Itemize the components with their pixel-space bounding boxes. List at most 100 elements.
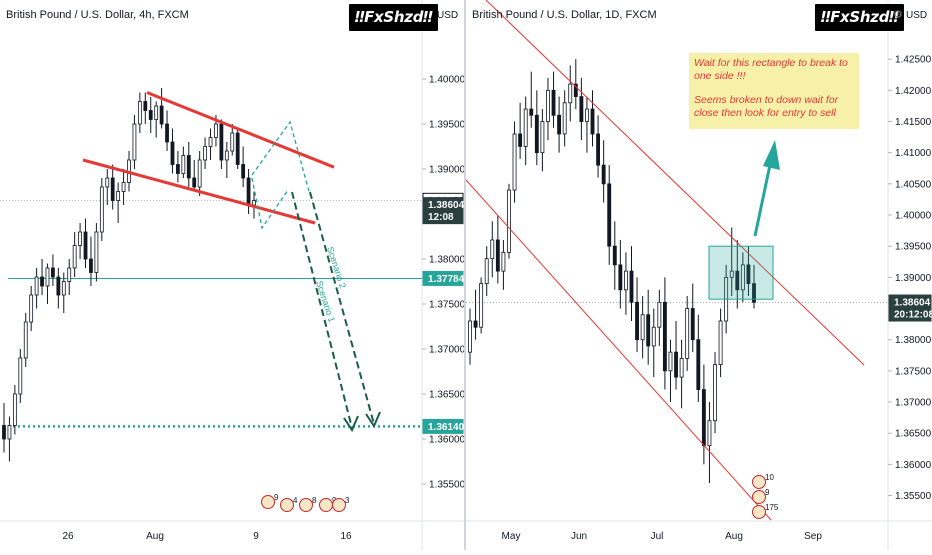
candle-down	[590, 108, 595, 135]
x-tick-label: 16	[340, 531, 352, 542]
candle-down	[573, 83, 578, 97]
y-tick-label: 1.36000	[429, 435, 464, 446]
y-tick-label: 1.35500	[895, 491, 932, 502]
candle-down	[612, 245, 617, 266]
scenario-path-dip	[251, 177, 289, 230]
candle-down	[579, 96, 584, 122]
candle-down	[235, 132, 240, 165]
candle-up	[740, 264, 745, 291]
candle-down	[635, 301, 639, 341]
candle-up	[99, 186, 104, 233]
candle-up	[45, 267, 50, 287]
candle-up	[121, 182, 126, 192]
chart-title: British Pound / U.S. Dollar, 4h, FXCM	[6, 9, 189, 21]
candle-down	[192, 177, 197, 188]
chart-panel-1d[interactable]: 1.42500 1.42000 1.41500 1.41000 1.40500 1.400…	[465, 0, 932, 550]
candle-up	[197, 159, 202, 188]
candle-down	[241, 164, 246, 179]
price-tag-countdown: 12:08	[428, 212, 454, 223]
y-tick-label: 1.39000	[895, 273, 932, 284]
economic-event-icon	[752, 505, 766, 519]
price-tag-countdown: 20:12:08	[894, 310, 932, 321]
price-tag-label: 1.36140	[428, 422, 464, 433]
candle-up	[203, 146, 207, 161]
candle-down	[735, 270, 740, 291]
y-tick-label: 1.41000	[895, 148, 932, 159]
chart-1d-canvas[interactable]: 1.42500 1.42000 1.41500 1.41000 1.40500 1.400…	[465, 0, 932, 550]
economic-event-icon	[332, 498, 346, 512]
candle-up	[78, 231, 82, 246]
wedge-lower-trendline	[82, 158, 316, 225]
price-tag	[422, 197, 464, 225]
candle-up	[657, 301, 662, 328]
y-tick-label: 1.36500	[429, 390, 464, 401]
x-tick-label: Jun	[571, 531, 587, 542]
candle-up	[546, 89, 550, 122]
x-tick-label: Sep	[804, 531, 822, 542]
candle-down	[596, 133, 601, 166]
chart-4h-canvas[interactable]: 1.40000 1.39500 1.39000 1.38000 1.37500 1.370…	[0, 0, 466, 550]
candle-down	[746, 264, 751, 284]
candle-up	[490, 239, 495, 260]
chart-panel-4h[interactable]: 1.40000 1.39500 1.39000 1.38000 1.37500 1.370…	[0, 0, 466, 550]
currency-label: USD	[437, 10, 459, 21]
candle-down	[110, 177, 115, 201]
y-tick-label: 1.37000	[895, 398, 932, 409]
candle-down	[607, 183, 612, 247]
economic-event-count: 3	[345, 496, 350, 505]
scenario-2-arrow	[309, 191, 375, 425]
candle-down	[618, 264, 623, 291]
candle-down	[551, 89, 556, 116]
y-tick-label: 1.37500	[429, 300, 464, 311]
settings-icon[interactable]: ⚙	[893, 9, 903, 21]
candle-down	[495, 239, 500, 272]
watermark-logo: ‼FxShzd‼	[815, 4, 905, 31]
y-tick-label: 1.42000	[895, 86, 932, 97]
economic-event-icon	[280, 498, 294, 512]
candle-up	[67, 267, 72, 282]
candle-up	[512, 133, 517, 191]
scenario-1-arrow	[291, 191, 353, 429]
candle-up	[568, 83, 573, 104]
candle-down	[89, 258, 93, 273]
candle-up	[651, 326, 656, 347]
economic-event-count: 10	[765, 473, 774, 482]
candle-up	[208, 137, 213, 147]
x-tick-label: 26	[62, 531, 74, 542]
y-tick-label: 1.35500	[429, 480, 464, 491]
price-tag-label: 1.38604	[894, 298, 931, 309]
price-tag	[422, 270, 464, 286]
candle-up	[729, 270, 734, 278]
y-tick-label: 1.38000	[429, 255, 464, 266]
candle-down	[51, 267, 55, 278]
scenario-path-short	[251, 120, 311, 196]
candle-up	[640, 314, 645, 341]
economic-event-icon	[299, 498, 313, 512]
candle-down	[696, 339, 701, 390]
candle-up	[154, 105, 159, 120]
y-tick-label: 1.36500	[895, 429, 932, 440]
economic-event-count: 9	[274, 493, 279, 502]
candle-up	[540, 121, 545, 154]
y-tick-label: 1.40500	[895, 179, 932, 190]
sticky-note: Wait for this rectangle to break to one …	[689, 53, 859, 129]
candle-up	[718, 320, 723, 366]
candle-up	[72, 245, 77, 269]
note-line: Seems broken to down wait for close then…	[694, 94, 839, 119]
economic-event-count: 8	[312, 496, 317, 505]
candle-up	[679, 357, 684, 378]
candle-up	[137, 101, 142, 125]
candle-up	[668, 351, 673, 372]
candle-up	[105, 177, 110, 188]
candle-up	[29, 294, 34, 323]
panel-divider[interactable]	[464, 0, 466, 550]
x-tick-label: Aug	[725, 531, 743, 542]
candle-down	[646, 314, 651, 347]
candle-down	[752, 283, 756, 303]
y-tick-label: 1.37500	[895, 366, 932, 377]
candle-up	[562, 102, 567, 135]
x-tick-label: 9	[253, 531, 259, 542]
y-tick-label: 1.39500	[895, 242, 932, 253]
candle-down	[83, 231, 88, 260]
economic-event-icon	[752, 475, 766, 489]
